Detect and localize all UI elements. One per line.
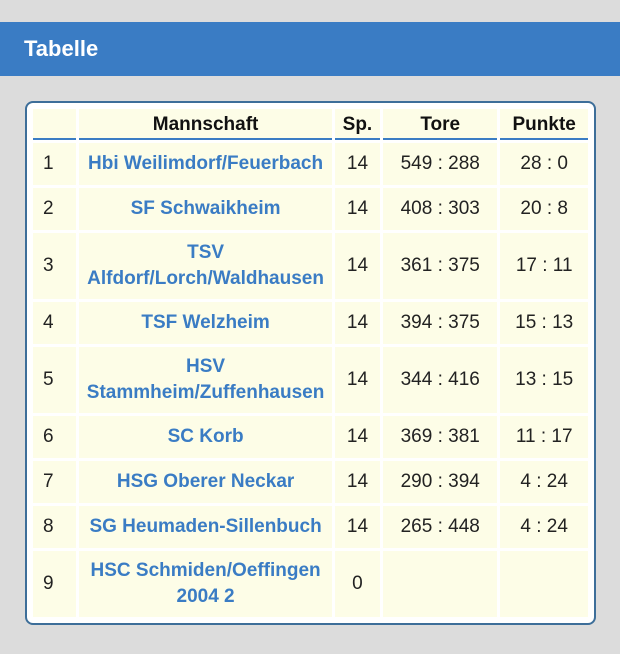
points-cell: 11 : 17 — [500, 416, 588, 458]
points-cell: 17 : 11 — [500, 233, 588, 299]
column-header-team: Mannschaft — [79, 109, 332, 140]
goals-cell: 408 : 303 — [383, 188, 498, 230]
goals-cell: 344 : 416 — [383, 347, 498, 413]
rank-cell: 7 — [33, 461, 77, 503]
rank-cell: 4 — [33, 302, 77, 344]
points-cell: 13 : 15 — [500, 347, 588, 413]
rank-cell: 2 — [33, 188, 77, 230]
games-cell: 14 — [334, 302, 381, 344]
goals-cell: 549 : 288 — [383, 143, 498, 185]
rank-cell: 8 — [33, 506, 77, 548]
table-row: 9 HSC Schmiden/Oeffingen 2004 2 0 — [33, 551, 588, 617]
points-cell: 4 : 24 — [500, 461, 588, 503]
table-row: 2 SF Schwaikheim 14 408 : 303 20 : 8 — [33, 188, 588, 230]
points-cell — [500, 551, 588, 617]
team-link[interactable]: HSG Oberer Neckar — [79, 461, 332, 503]
games-cell: 14 — [334, 416, 381, 458]
games-cell: 14 — [334, 143, 381, 185]
page-header: Tabelle — [0, 22, 620, 76]
column-header-rank — [33, 109, 77, 140]
team-link[interactable]: SG Heumaden-Sillenbuch — [79, 506, 332, 548]
points-cell: 15 : 13 — [500, 302, 588, 344]
table-row: 8 SG Heumaden-Sillenbuch 14 265 : 448 4 … — [33, 506, 588, 548]
games-cell: 14 — [334, 233, 381, 299]
table-row: 7 HSG Oberer Neckar 14 290 : 394 4 : 24 — [33, 461, 588, 503]
rank-cell: 3 — [33, 233, 77, 299]
games-cell: 14 — [334, 347, 381, 413]
standings-table: Mannschaft Sp. Tore Punkte 1 Hbi Weilimd… — [30, 106, 591, 620]
rank-cell: 9 — [33, 551, 77, 617]
games-cell: 14 — [334, 188, 381, 230]
points-cell: 20 : 8 — [500, 188, 588, 230]
points-cell: 4 : 24 — [500, 506, 588, 548]
goals-cell: 369 : 381 — [383, 416, 498, 458]
page-title: Tabelle — [24, 36, 99, 61]
table-row: 3 TSV Alfdorf/Lorch/Waldhausen 14 361 : … — [33, 233, 588, 299]
goals-cell: 265 : 448 — [383, 506, 498, 548]
games-cell: 14 — [334, 506, 381, 548]
team-link[interactable]: SC Korb — [79, 416, 332, 458]
column-header-points: Punkte — [500, 109, 588, 140]
goals-cell: 361 : 375 — [383, 233, 498, 299]
goals-cell: 394 : 375 — [383, 302, 498, 344]
points-cell: 28 : 0 — [500, 143, 588, 185]
team-link[interactable]: SF Schwaikheim — [79, 188, 332, 230]
team-link[interactable]: HSV Stammheim/Zuffenhausen — [79, 347, 332, 413]
games-cell: 14 — [334, 461, 381, 503]
table-row: 6 SC Korb 14 369 : 381 11 : 17 — [33, 416, 588, 458]
team-link[interactable]: TSV Alfdorf/Lorch/Waldhausen — [79, 233, 332, 299]
games-cell: 0 — [334, 551, 381, 617]
goals-cell — [383, 551, 498, 617]
rank-cell: 1 — [33, 143, 77, 185]
standings-table-container: Mannschaft Sp. Tore Punkte 1 Hbi Weilimd… — [25, 101, 596, 625]
team-link[interactable]: TSF Welzheim — [79, 302, 332, 344]
team-link[interactable]: HSC Schmiden/Oeffingen 2004 2 — [79, 551, 332, 617]
rank-cell: 6 — [33, 416, 77, 458]
rank-cell: 5 — [33, 347, 77, 413]
table-row: 4 TSF Welzheim 14 394 : 375 15 : 13 — [33, 302, 588, 344]
table-row: 1 Hbi Weilimdorf/Feuerbach 14 549 : 288 … — [33, 143, 588, 185]
column-header-games: Sp. — [334, 109, 381, 140]
column-header-goals: Tore — [383, 109, 498, 140]
goals-cell: 290 : 394 — [383, 461, 498, 503]
table-header-row: Mannschaft Sp. Tore Punkte — [33, 109, 588, 140]
table-row: 5 HSV Stammheim/Zuffenhausen 14 344 : 41… — [33, 347, 588, 413]
team-link[interactable]: Hbi Weilimdorf/Feuerbach — [79, 143, 332, 185]
